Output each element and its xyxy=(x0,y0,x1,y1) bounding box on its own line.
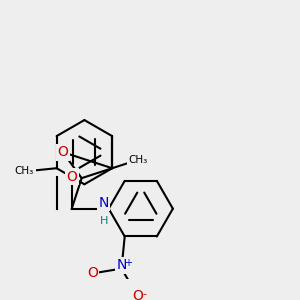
Text: -: - xyxy=(142,290,146,299)
Text: O: O xyxy=(132,289,143,300)
Text: H: H xyxy=(100,216,108,226)
Text: N: N xyxy=(116,258,127,272)
Text: +: + xyxy=(124,258,132,268)
Text: CH₃: CH₃ xyxy=(15,167,34,176)
Text: N: N xyxy=(99,196,109,210)
Text: O: O xyxy=(57,145,68,159)
Text: CH₃: CH₃ xyxy=(128,155,148,165)
Text: O: O xyxy=(66,169,77,184)
Text: O: O xyxy=(87,266,98,280)
